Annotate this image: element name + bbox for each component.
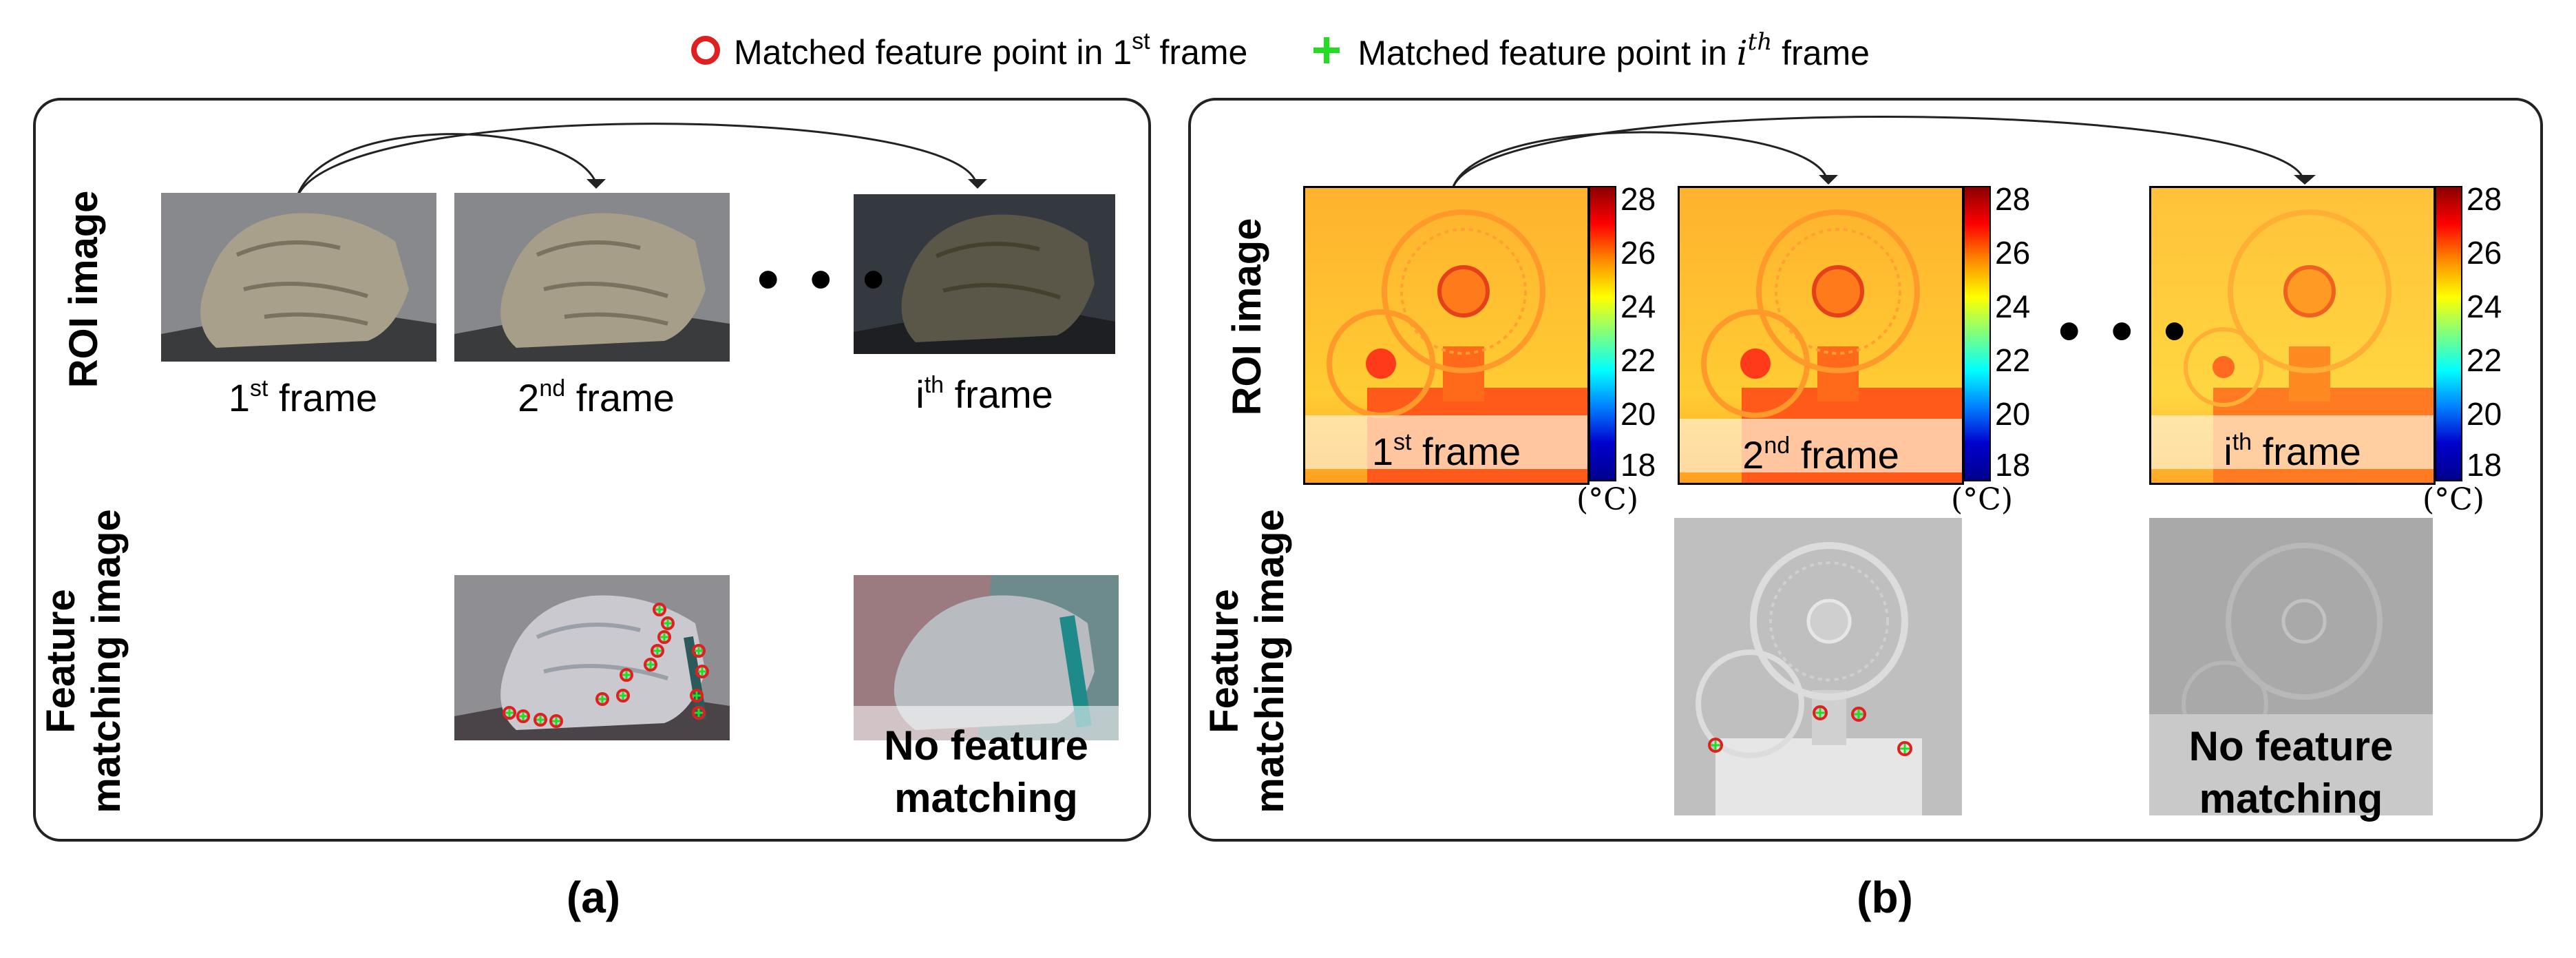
colorbar-1-tick-18: 18 bbox=[1620, 447, 1656, 483]
panel-a-feature-matching-image-frame-i bbox=[854, 575, 1119, 740]
panel-b-frame-label-2: 2nd frame bbox=[1680, 419, 1962, 477]
colorbar-i-tick-26: 26 bbox=[2467, 235, 2502, 271]
panel-a-no-feature-matching-text: No feature matching bbox=[884, 722, 1088, 821]
green-plus-marker-icon bbox=[1313, 37, 1340, 63]
colorbar-i-unit: (°C) bbox=[2422, 482, 2484, 517]
panel-b-feature-row-label: Feature matching image bbox=[1202, 509, 1292, 813]
colorbar-i-tick-20: 20 bbox=[2467, 396, 2502, 432]
panel-b-roi-image-frame-2: 2nd frame bbox=[1678, 186, 1964, 485]
panel-b-ellipsis: • • • bbox=[2058, 297, 2193, 366]
colorbar-i-tick-18: 18 bbox=[2467, 447, 2502, 483]
panel-a-frame-arrows bbox=[295, 123, 987, 200]
colorbar-2-tick-24: 24 bbox=[1995, 289, 2031, 324]
panel-b-roi-row-label: ROI image bbox=[1225, 218, 1269, 416]
colorbar-1-tick-26: 26 bbox=[1620, 235, 1656, 271]
colorbar-2-tick-20: 20 bbox=[1995, 396, 2031, 432]
panel-b-colorbar-2 bbox=[1963, 186, 1991, 481]
legend: Matched feature point in 1st frame Match… bbox=[688, 19, 1870, 81]
panel-b-frame-arrows bbox=[1451, 116, 2316, 189]
colorbar-2-tick-28: 28 bbox=[1995, 181, 2031, 217]
panel-b-no-feature-matching-text: No feature matching bbox=[2188, 723, 2394, 822]
colorbar-i-tick-22: 22 bbox=[2467, 342, 2502, 378]
panel-a-roi-image-frame-1 bbox=[161, 193, 436, 362]
panel-b-frame-label-1: 1st frame bbox=[1305, 415, 1587, 473]
colorbar-1-tick-24: 24 bbox=[1620, 289, 1656, 324]
panel-b-feature-matching-image-frame-i bbox=[2149, 518, 2433, 815]
panel-b-caption: (b) bbox=[1857, 873, 1913, 922]
red-circle-marker-icon bbox=[691, 36, 720, 65]
colorbar-2-tick-22: 22 bbox=[1995, 342, 2031, 378]
panel-a-frame-label-i: ith frame bbox=[916, 372, 1053, 416]
panel-a-feature-row-label: Feature matching image bbox=[39, 509, 129, 813]
panel-a-frame-label-2: 2nd frame bbox=[518, 375, 675, 419]
panel-b-frame-label-i: ith frame bbox=[2151, 415, 2434, 473]
panel-b-colorbar-i bbox=[2435, 186, 2462, 481]
colorbar-1-tick-20: 20 bbox=[1620, 396, 1656, 432]
legend-item-2: Matched feature point in ith frame bbox=[1358, 28, 1870, 73]
panel-a-roi-image-frame-i bbox=[854, 194, 1115, 354]
colorbar-i-tick-24: 24 bbox=[2467, 289, 2502, 324]
panel-a-frame-label-1: 1st frame bbox=[228, 375, 378, 419]
colorbar-1-tick-22: 22 bbox=[1620, 342, 1656, 378]
panel-a-roi-image-frame-2 bbox=[454, 193, 730, 362]
panel-a-feature-matching-image-frame-2 bbox=[454, 575, 730, 740]
colorbar-1-unit: (°C) bbox=[1576, 482, 1638, 517]
panel-b-colorbar-1 bbox=[1589, 186, 1616, 481]
panel-b-roi-image-frame-i: ith frame bbox=[2149, 186, 2436, 485]
colorbar-2-unit: (°C) bbox=[1951, 482, 2013, 517]
colorbar-2-tick-26: 26 bbox=[1995, 235, 2031, 271]
colorbar-i-tick-28: 28 bbox=[2467, 181, 2502, 217]
panel-a-ellipsis: • • • bbox=[757, 245, 891, 314]
colorbar-1-tick-28: 28 bbox=[1620, 181, 1656, 217]
legend-item-1: Matched feature point in 1st frame bbox=[734, 28, 1248, 72]
panel-a-caption: (a) bbox=[566, 873, 621, 922]
colorbar-2-tick-18: 18 bbox=[1995, 447, 2031, 483]
panel-b-roi-image-frame-1: 1st frame bbox=[1303, 186, 1590, 485]
panel-b-feature-matching-image-frame-2 bbox=[1674, 518, 1962, 815]
